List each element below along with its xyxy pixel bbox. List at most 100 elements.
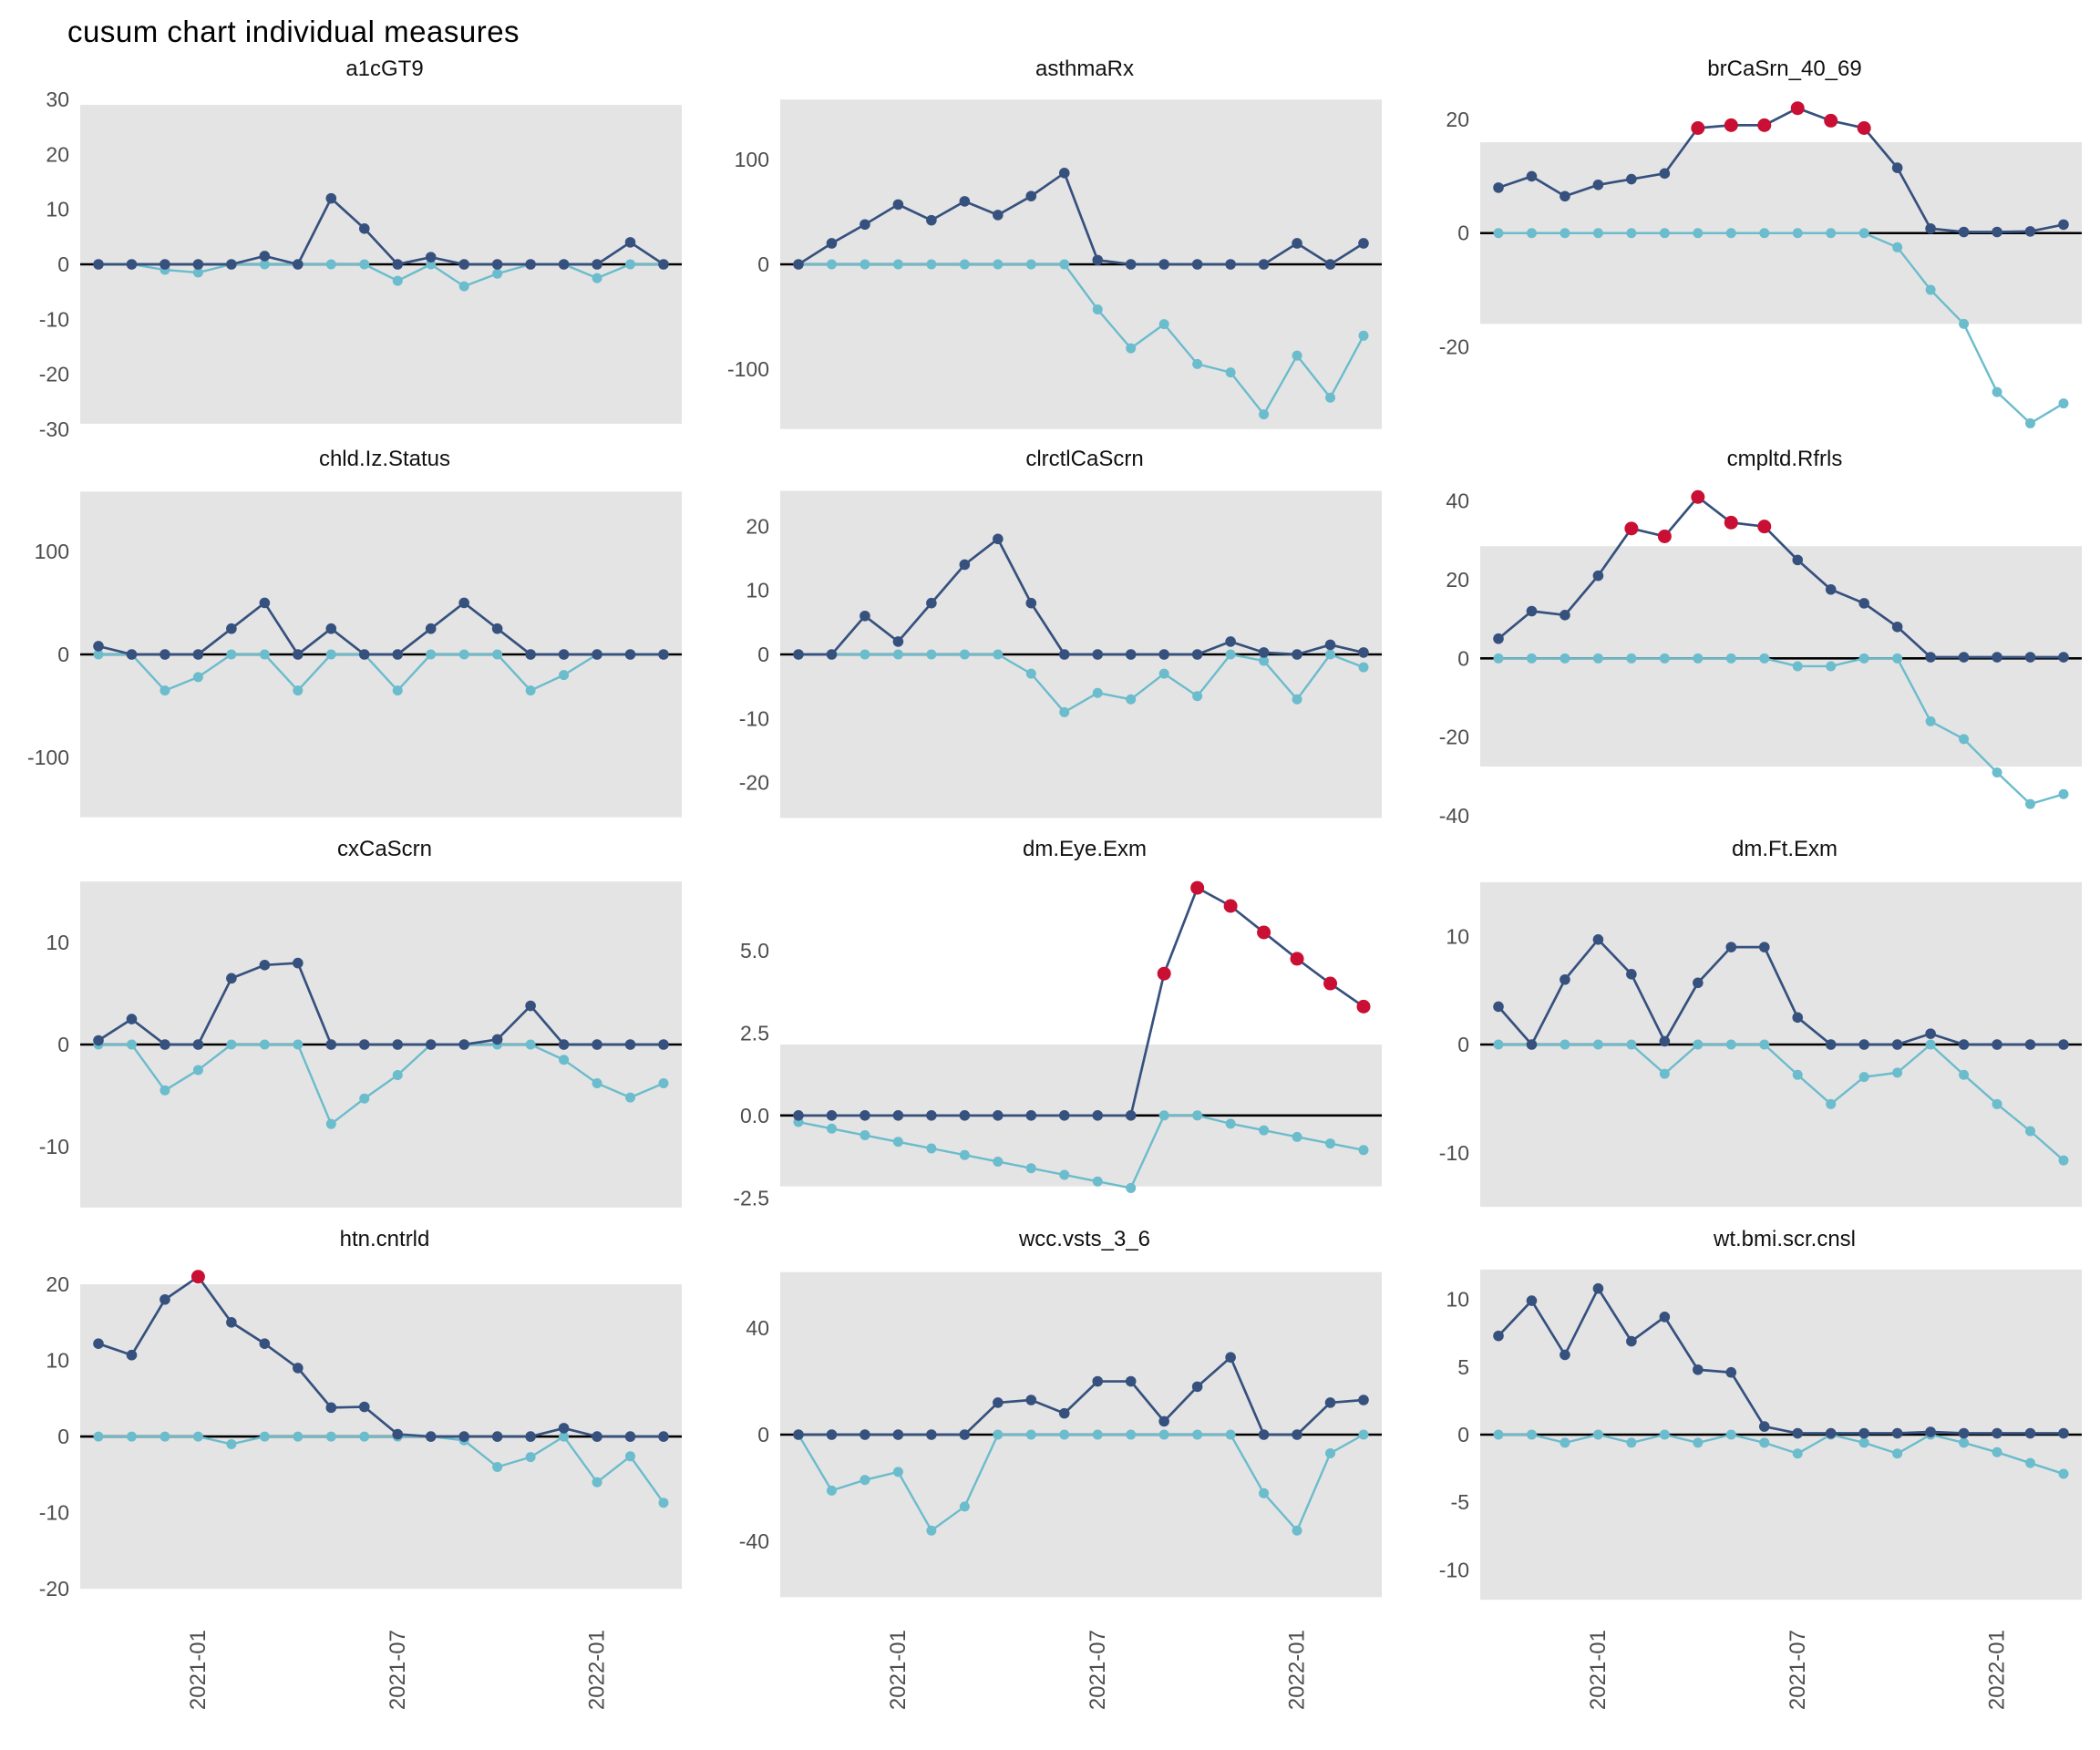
panel-title: dm.Ft.Exm <box>1731 837 1838 861</box>
cusum-upper-point <box>1493 1001 1504 1013</box>
cusum-lower-point <box>860 1130 870 1141</box>
cusum-lower-point <box>860 1475 870 1486</box>
cusum-upper-point <box>1858 1427 1869 1439</box>
cusum-lower-line <box>98 262 664 288</box>
cusum-upper-point <box>1058 1407 1070 1419</box>
cusum-lower-line <box>798 653 1364 714</box>
cusum-lower-point <box>1025 259 1036 270</box>
x-tick-label: 2021-07 <box>1086 1630 1110 1710</box>
cusum-lower-point <box>658 1498 669 1508</box>
cusum-upper-point <box>1025 597 1037 609</box>
panel-title: dm.Eye.Exm <box>1022 837 1148 861</box>
cusum-upper-point <box>1925 222 1936 234</box>
cusum-lower-point <box>1493 1429 1504 1440</box>
cusum-lower-point <box>259 1431 270 1442</box>
cusum-lower-point <box>226 1438 237 1449</box>
cusum-upper-point <box>1526 1295 1538 1306</box>
cusum-upper-point <box>1592 1282 1604 1294</box>
cusum-lower-point <box>492 1461 503 1472</box>
cusum-upper-point <box>892 199 904 211</box>
cusum-upper-point <box>425 1039 437 1050</box>
cusum-upper-point <box>392 649 404 660</box>
cusum-lower-point <box>1693 1039 1704 1050</box>
y-tick-label: 10 <box>46 1349 69 1373</box>
y-tick-label: -10 <box>1439 1141 1469 1165</box>
cusum-lower-point <box>959 259 970 270</box>
cusum-lower-point <box>1892 242 1903 252</box>
cusum-upper-point <box>358 222 370 234</box>
cusum-chart-wt.bmi.scr.cnsl: 10 5 0 -5 -10 2021-01 2021-07 2022-01 <box>1439 1269 2082 1710</box>
cusum-upper-point <box>1058 168 1070 179</box>
signal-point <box>1691 489 1705 504</box>
cusum-upper-point <box>1191 1381 1203 1393</box>
panel-title: wt.bmi.scr.cnsl <box>1713 1227 1857 1251</box>
cusum-upper-point <box>558 1039 570 1050</box>
cusum-upper-line <box>98 602 664 656</box>
cusum-lower-point <box>1126 694 1137 705</box>
cusum-lower-point <box>1259 1488 1270 1498</box>
cusum-upper-point <box>126 259 138 270</box>
cusum-lower-point <box>2025 798 2036 809</box>
x-tick-label: 2021-07 <box>386 1630 410 1710</box>
cusum-lower-point <box>1192 691 1203 702</box>
cusum-upper-point <box>1659 168 1671 180</box>
cusum-lower-line <box>1498 1433 2064 1476</box>
cusum-lower-point <box>1059 259 1070 270</box>
cusum-lower-point <box>1959 1437 1970 1448</box>
cusum-lower-point <box>1892 653 1903 664</box>
cusum-lower-point <box>926 259 937 270</box>
cusum-lower-point <box>259 259 270 270</box>
cusum-upper-point <box>458 259 469 270</box>
cusum-upper-point <box>993 1397 1004 1408</box>
cusum-upper-point <box>860 1429 870 1440</box>
cusum-lower-point <box>1792 1448 1803 1459</box>
cusum-upper-point <box>226 623 237 634</box>
cusum-upper-point <box>1792 1012 1804 1024</box>
cusum-lower-point <box>2058 1155 2069 1166</box>
cusum-lower-point <box>325 1431 336 1442</box>
signal-point <box>1356 999 1371 1014</box>
cusum-upper-line <box>1498 495 2064 659</box>
cusum-lower-line <box>798 1114 1364 1189</box>
cusum-upper-point <box>793 259 804 270</box>
cusum-upper-line <box>798 886 1364 1117</box>
cusum-upper-point <box>392 1428 404 1440</box>
cusum-upper-point <box>1025 1395 1037 1405</box>
y-tick-label: 0 <box>1457 1033 1469 1056</box>
cusum-upper-point <box>325 623 337 634</box>
panel-title: asthmaRx <box>1035 57 1135 81</box>
cusum-upper-point <box>259 960 271 971</box>
cusum-upper-point <box>1758 1421 1770 1432</box>
cusum-upper-point <box>425 252 437 262</box>
cusum-upper-point <box>624 1039 636 1050</box>
cusum-lower-point <box>1592 1039 1603 1050</box>
cusum-lower-point <box>959 1149 970 1160</box>
cusum-upper-point <box>1792 1427 1804 1439</box>
cusum-upper-point <box>1358 1395 1369 1405</box>
x-tick-label: 2022-01 <box>585 1630 610 1710</box>
cusum-upper-point <box>325 1402 337 1414</box>
cusum-lower-point <box>1992 1098 2002 1109</box>
cusum-upper-point <box>160 1293 170 1305</box>
facet-panel-brCaSrn_40_69: brCaSrn_40_69 20 0 -20 <box>1400 55 2100 445</box>
y-tick-label: -10 <box>39 1135 69 1158</box>
cusum-upper-point <box>959 196 971 207</box>
cusum-upper-point <box>658 259 669 270</box>
cusum-lower-point <box>993 259 1004 270</box>
cusum-lower-line <box>98 653 664 692</box>
cusum-lower-point <box>926 1525 937 1536</box>
cusum-lower-point <box>1992 767 2002 778</box>
cusum-lower-point <box>1526 1429 1537 1440</box>
cusum-upper-point <box>1025 1110 1037 1121</box>
cusum-upper-point <box>525 259 536 270</box>
cusum-upper-point <box>793 1110 804 1121</box>
cusum-upper-point <box>1891 621 1903 633</box>
cusum-lower-point <box>126 1431 137 1442</box>
y-tick-label: 5 <box>1457 1355 1469 1379</box>
y-tick-label: -10 <box>1439 1558 1469 1581</box>
y-tick-label: 20 <box>1446 568 1469 592</box>
cusum-upper-point <box>2058 652 2069 663</box>
cusum-upper-point <box>1592 570 1604 582</box>
signal-point <box>1257 925 1271 940</box>
cusum-lower-point <box>2025 417 2036 428</box>
